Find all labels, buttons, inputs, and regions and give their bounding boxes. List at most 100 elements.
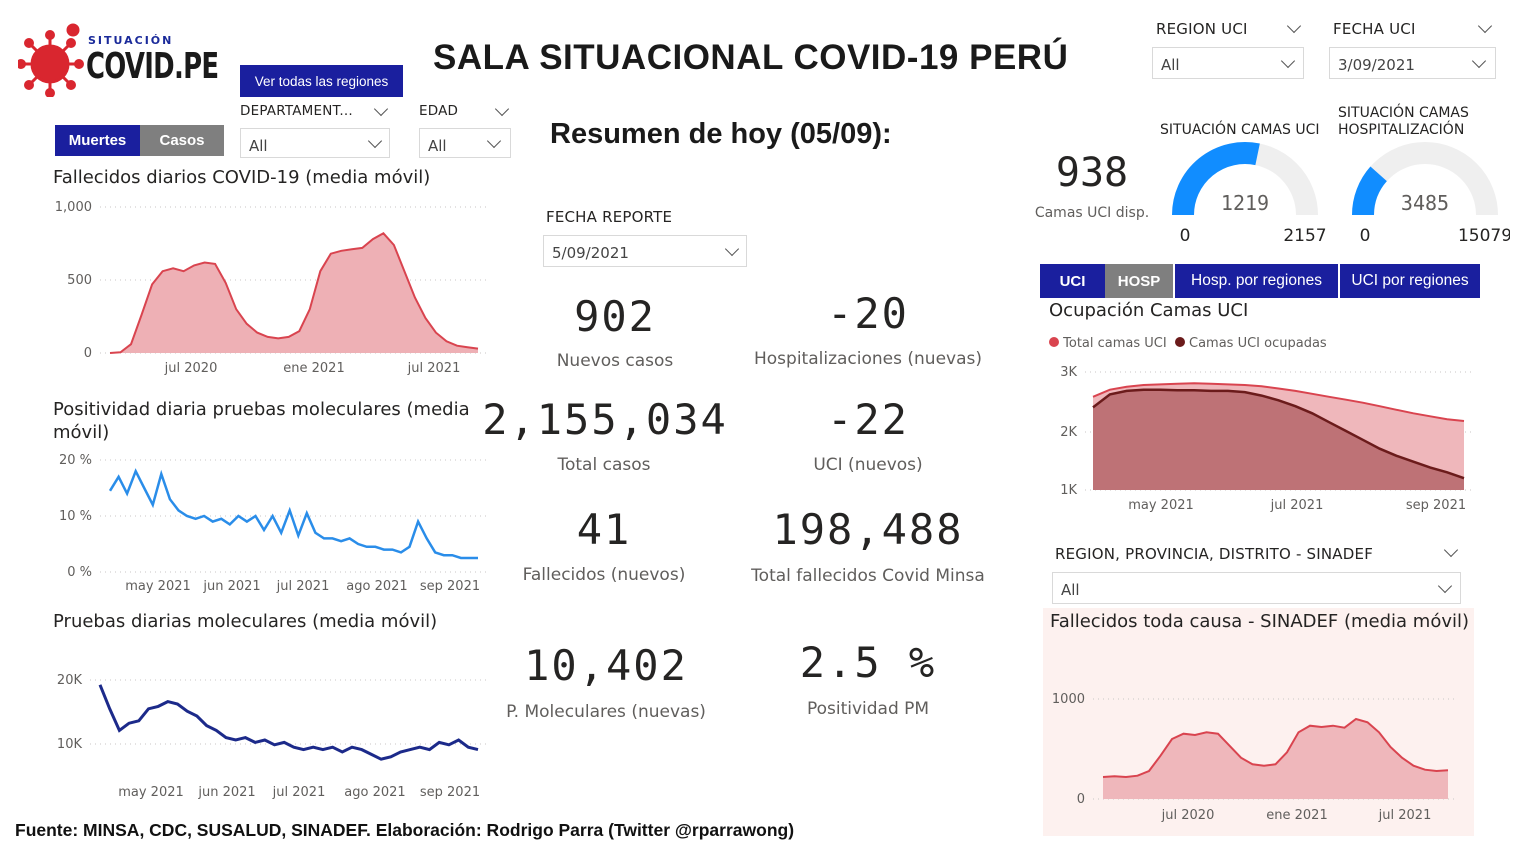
gauge-min: 0 [1180, 226, 1191, 246]
fecha-reporte-select[interactable]: 5/09/2021 [543, 235, 747, 267]
chart-ocupacion-uci: 3K 2K 1K may 2021 jul 2021 sep 2021 [1060, 365, 1472, 513]
series-line [109, 232, 479, 354]
fecha-reporte-label: FECHA REPORTE [546, 208, 673, 226]
chevron-down-icon[interactable] [373, 101, 389, 117]
x-tick-label: ago 2021 [346, 579, 407, 594]
y-tick-label: 0 [1077, 792, 1085, 807]
x-tick-label: sep 2021 [1406, 498, 1466, 513]
tab-hosp-regiones[interactable]: Hosp. por regiones [1175, 264, 1338, 298]
region-uci-select[interactable]: All [1152, 47, 1304, 79]
kpi-positividad: 2.5 % [799, 638, 937, 687]
y-tick-label: 20K [57, 673, 83, 688]
x-tick-label: jul 2021 [272, 785, 326, 800]
x-tick-label: jun 2021 [197, 785, 255, 800]
y-tick-label: 2K [1060, 425, 1077, 440]
x-tick-label: jul 2020 [1161, 808, 1215, 823]
x-tick-label: jul 2020 [164, 361, 218, 376]
chevron-down-icon[interactable] [1286, 18, 1302, 34]
x-tick-label: jul 2021 [407, 361, 461, 376]
tab-uci[interactable]: UCI [1040, 264, 1105, 298]
x-tick-label: ene 2021 [283, 361, 344, 376]
gauge-fill [1172, 142, 1260, 216]
chart4-title: Ocupación Camas UCI [1049, 300, 1249, 321]
series-line [1092, 382, 1465, 422]
departamento-select[interactable]: All [240, 128, 390, 158]
kpi-nuevos-casos-label: Nuevos casos [556, 351, 674, 371]
fecha-reporte-value: 5/09/2021 [552, 244, 629, 262]
y-tick-label: 10K [57, 737, 83, 752]
uci-available-value: 938 [1055, 150, 1129, 196]
y-tick-label: 1,000 [55, 200, 92, 215]
kpi-hospitalizaciones: -20 [827, 289, 909, 338]
departamento-value: All [249, 137, 268, 155]
summary-title: Resumen de hoy (05/09): [550, 118, 892, 150]
gauge2-title-1: SITUACIÓN CAMAS [1338, 105, 1469, 121]
fecha-uci-value: 3/09/2021 [1338, 56, 1415, 74]
gauge-max: 15079 [1458, 226, 1510, 246]
footer-source: Fuente: MINSA, CDC, SUSALUD, SINADEF. El… [15, 820, 795, 840]
gauge1-title: SITUACIÓN CAMAS UCI [1160, 122, 1320, 138]
legend-total-camas: Total camas UCI [1063, 336, 1167, 351]
toggle-muertes[interactable]: Muertes [55, 125, 140, 156]
series-area [1103, 719, 1448, 799]
kpi-total-casos: 2,155,034 [482, 395, 728, 444]
y-tick-label: 0 % [67, 565, 92, 580]
chart2-title: Positividad diaria pruebas moleculares (… [53, 399, 470, 443]
chart-pruebas-moleculares: 20K 10K may 2021 jun 2021 jul 2021 ago 2021 se… [57, 673, 488, 800]
sinadef-filter-label: REGION, PROVINCIA, DISTRITO - SINADEF [1055, 545, 1374, 563]
x-tick-label: jul 2021 [276, 579, 330, 594]
kpi-fallecidos-nuevos-label: Fallecidos (nuevos) [522, 565, 686, 585]
chart-fallecidos-diarios: 1,000 500 0 jul 2020 ene 2021 jul 2021 [55, 200, 488, 376]
series-area [1093, 389, 1464, 490]
kpi-positividad-label: Positividad PM [806, 699, 930, 719]
y-tick-label: 1000 [1052, 692, 1085, 707]
x-tick-label: sep 2021 [420, 579, 480, 594]
x-tick-label: sep 2021 [420, 785, 480, 800]
region-uci-label: REGION UCI [1156, 20, 1248, 38]
edad-label: EDAD [419, 103, 459, 119]
tab-uci-regiones[interactable]: UCI por regiones [1340, 264, 1480, 298]
legend-dot-maroon [1174, 337, 1185, 347]
y-tick-label: 0 [84, 346, 92, 361]
toggle-casos[interactable]: Casos [140, 125, 224, 156]
x-tick-label: may 2021 [125, 579, 191, 594]
y-tick-label: 500 [67, 273, 92, 288]
tab-hosp[interactable]: HOSP [1105, 264, 1173, 298]
fecha-uci-select[interactable]: 3/09/2021 [1329, 47, 1496, 79]
x-tick-label: ago 2021 [344, 785, 405, 800]
page-title: SALA SITUACIONAL COVID-19 PERÚ [433, 38, 1069, 77]
edad-select[interactable]: All [419, 128, 511, 158]
x-tick-label: jun 2021 [202, 579, 260, 594]
y-tick-label: 20 % [59, 453, 92, 468]
series-line [1102, 717, 1449, 779]
departamento-label: DEPARTAMENT... [240, 103, 353, 119]
legend-camas-ocupadas: Camas UCI ocupadas [1189, 336, 1327, 351]
sinadef-select[interactable]: All [1052, 572, 1461, 604]
x-tick-label: jul 2021 [1270, 498, 1324, 513]
y-tick-label: 3K [1060, 365, 1077, 380]
legend-dot-red [1049, 337, 1059, 347]
chevron-down-icon[interactable] [494, 101, 510, 117]
uci-available-label: Camas UCI disp. [1034, 205, 1150, 221]
kpi-uci-nuevos: -22 [827, 395, 909, 444]
gauge2-title-2: HOSPITALIZACIÓN [1338, 122, 1465, 138]
kpi-pruebas-moleculares: 10,402 [524, 641, 688, 690]
chevron-down-icon[interactable] [1443, 542, 1459, 558]
kpi-fallecidos-nuevos: 41 [576, 505, 632, 554]
chevron-down-icon[interactable] [1477, 18, 1493, 34]
regions-button[interactable]: Ver todas las regiones [240, 65, 403, 97]
chart4-legend: Total camas UCI Camas UCI ocupadas [1049, 336, 1327, 351]
x-tick-label: jul 2021 [1378, 808, 1432, 823]
x-tick-label: ene 2021 [1266, 808, 1327, 823]
kpi-pruebas-moleculares-label: P. Moleculares (nuevas) [506, 702, 706, 722]
fecha-uci-label: FECHA UCI [1333, 20, 1416, 38]
gauge-max: 2157 [1283, 226, 1326, 246]
series-line [98, 684, 479, 761]
logo-big-text: COVID.PE [86, 46, 219, 87]
kpi-total-fallecidos: 198,488 [772, 505, 964, 554]
chart-positividad: 20 % 10 % 0 % may 2021 jun 2021 jul 2021 ago 2… [59, 453, 488, 594]
gauge-fill [1352, 166, 1388, 216]
logo-small-text: SITUACIÓN [88, 34, 174, 47]
gauge-min: 0 [1360, 226, 1371, 246]
kpi-nuevos-casos: 902 [574, 292, 656, 341]
